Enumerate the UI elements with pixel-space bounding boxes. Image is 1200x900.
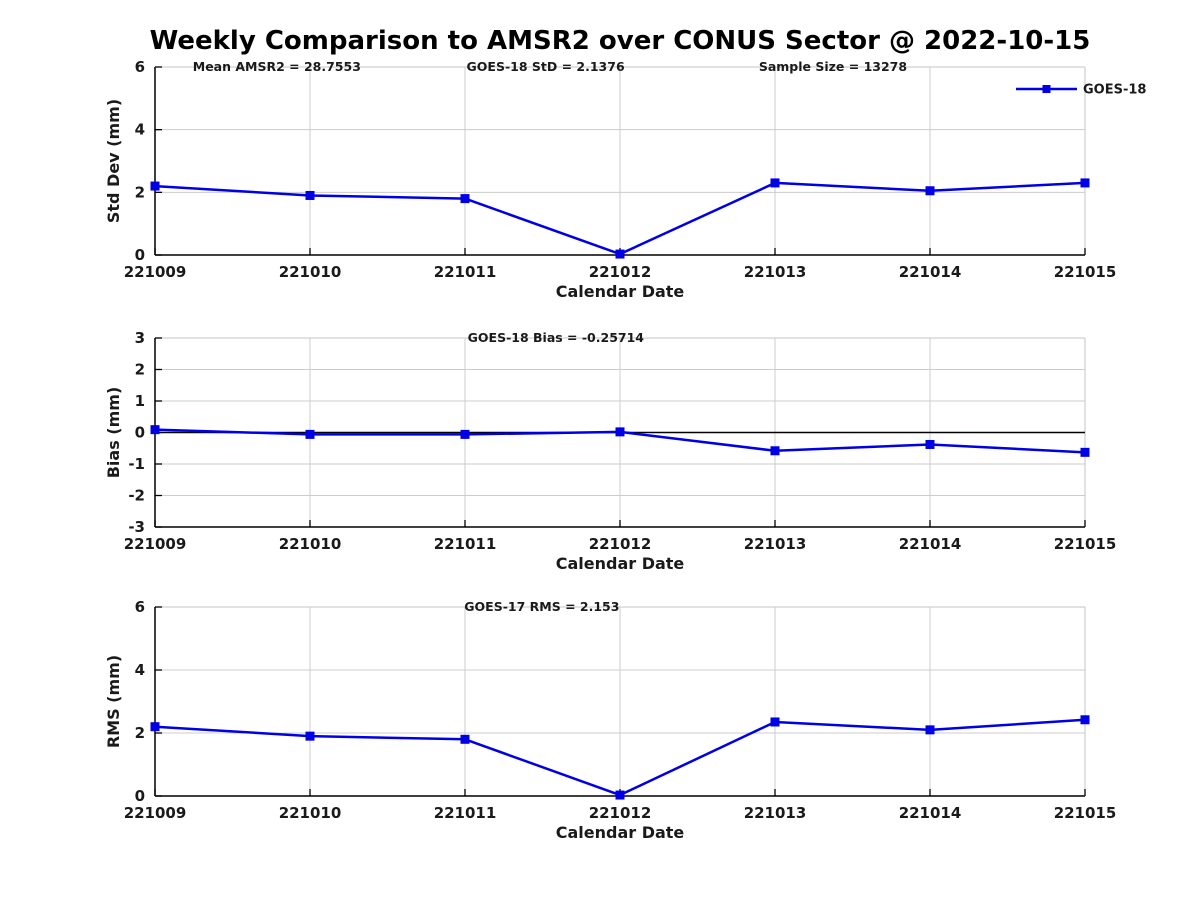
data-point-marker — [615, 249, 625, 259]
y-tick-label: 0 — [135, 246, 145, 264]
y-tick-label: 2 — [135, 724, 145, 742]
x-axis-label: Calendar Date — [556, 282, 685, 301]
data-point-marker — [770, 446, 780, 456]
annotation: Sample Size = 13278 — [759, 59, 907, 74]
y-axis-label: Bias (mm) — [104, 387, 123, 479]
data-point-marker — [770, 717, 780, 727]
y-tick-label: -1 — [128, 455, 145, 473]
annotation: Mean AMSR2 = 28.7553 — [193, 59, 361, 74]
subplot-bias: 221009 221010 221011 221012 221013 221014 2210… — [104, 329, 1116, 573]
data-point-marker — [150, 425, 160, 435]
data-point-marker — [305, 731, 315, 741]
y-tick-label: 2 — [135, 361, 145, 379]
data-point-marker — [1080, 447, 1090, 457]
annotation: GOES-17 RMS = 2.153 — [464, 599, 619, 614]
data-point-marker — [1080, 715, 1090, 725]
x-tick-label: 221014 — [899, 535, 962, 553]
y-tick-label: 0 — [135, 424, 145, 442]
y-tick-label: 6 — [135, 58, 145, 76]
y-tick-label: 1 — [135, 392, 145, 410]
x-tick-label: 221011 — [434, 804, 497, 822]
y-tick-label: 3 — [135, 329, 145, 347]
x-tick-label: 221009 — [124, 804, 187, 822]
y-tick-label: 4 — [135, 121, 145, 139]
legend-label: GOES-18 — [1083, 83, 1146, 98]
data-point-marker — [305, 190, 315, 200]
data-point-marker — [305, 429, 315, 439]
figure-title: Weekly Comparison to AMSR2 over CONUS Se… — [149, 26, 1091, 56]
y-tick-label: 0 — [135, 787, 145, 805]
x-tick-label: 221015 — [1054, 535, 1117, 553]
x-tick-label: 221011 — [434, 263, 497, 281]
x-tick-label: 221011 — [434, 535, 497, 553]
x-tick-label: 221014 — [899, 804, 962, 822]
x-tick-label: 221009 — [124, 535, 187, 553]
x-tick-label: 221010 — [279, 535, 342, 553]
x-tick-label: 221013 — [744, 535, 807, 553]
x-tick-label: 221010 — [279, 263, 342, 281]
y-tick-label: 2 — [135, 183, 145, 201]
x-tick-label: 221015 — [1054, 263, 1117, 281]
data-point-marker — [460, 734, 470, 744]
legend: GOES-18 — [1016, 83, 1146, 98]
y-tick-label: 6 — [135, 598, 145, 616]
x-tick-label: 221009 — [124, 263, 187, 281]
data-point-marker — [460, 194, 470, 204]
data-point-marker — [925, 439, 935, 449]
y-tick-label: -3 — [128, 518, 145, 536]
x-tick-label: 221012 — [589, 804, 652, 822]
y-tick-label: 4 — [135, 661, 145, 679]
data-point-marker — [615, 427, 625, 437]
data-point-marker — [150, 722, 160, 732]
data-point-marker — [460, 429, 470, 439]
x-tick-label: 221014 — [899, 263, 962, 281]
x-axis-label: Calendar Date — [556, 554, 685, 573]
x-tick-label: 221013 — [744, 804, 807, 822]
subplot-std-dev: 221009 221010 221011 221012 221013 221014 2210… — [104, 58, 1146, 301]
y-tick-label: -2 — [128, 487, 145, 505]
x-axis-label: Calendar Date — [556, 823, 685, 842]
x-tick-label: 221013 — [744, 263, 807, 281]
annotation: GOES-18 StD = 2.1376 — [467, 59, 625, 74]
y-axis-label: RMS (mm) — [104, 655, 123, 748]
data-point-marker — [150, 181, 160, 191]
y-axis-label: Std Dev (mm) — [104, 99, 123, 223]
x-tick-label: 221010 — [279, 804, 342, 822]
legend-marker — [1042, 85, 1051, 93]
subplot-rms: 221009 221010 221011 221012 221013 221014 2210… — [104, 598, 1116, 842]
data-point-marker — [615, 790, 625, 800]
data-point-marker — [925, 186, 935, 196]
data-point-marker — [925, 725, 935, 735]
x-tick-label: 221012 — [589, 535, 652, 553]
data-point-marker — [1080, 178, 1090, 188]
annotation: GOES-18 Bias = -0.25714 — [468, 330, 645, 345]
data-point-marker — [770, 178, 780, 188]
x-tick-label: 221012 — [589, 263, 652, 281]
x-tick-label: 221015 — [1054, 804, 1117, 822]
